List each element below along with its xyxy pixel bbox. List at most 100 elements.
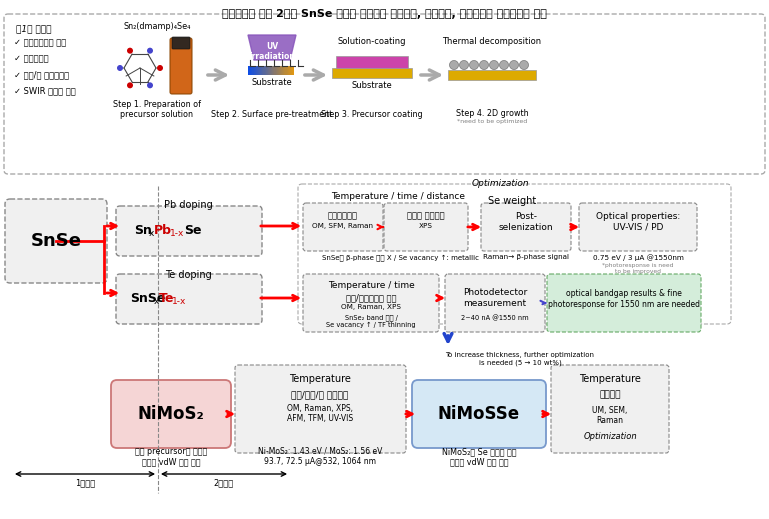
Text: *photoresponse is need
to be improved: *photoresponse is need to be improved (602, 263, 674, 274)
Bar (282, 66, 283, 75)
Text: OM, SFM, Raman: OM, SFM, Raman (312, 223, 374, 229)
Text: OM, Raman, XPS: OM, Raman, XPS (341, 304, 401, 310)
Text: Se: Se (184, 225, 201, 238)
FancyBboxPatch shape (4, 14, 765, 174)
FancyBboxPatch shape (116, 206, 262, 256)
Bar (261, 66, 262, 75)
Bar (288, 66, 290, 75)
Circle shape (510, 61, 518, 70)
Bar (285, 66, 287, 75)
Text: Optimization: Optimization (471, 179, 529, 188)
FancyBboxPatch shape (579, 203, 697, 251)
Text: Te: Te (159, 293, 175, 306)
Text: Step 1. Preparation of
precursor solution: Step 1. Preparation of precursor solutio… (113, 100, 201, 119)
Bar (264, 66, 265, 75)
Bar (281, 66, 282, 75)
Bar (287, 66, 288, 75)
Bar (268, 66, 269, 75)
Text: ＜1차 년도＞: ＜1차 년도＞ (16, 24, 52, 33)
Text: 2~40 nA @1550 nm: 2~40 nA @1550 nm (461, 315, 529, 321)
Bar (291, 66, 292, 75)
Text: 1차년도: 1차년도 (75, 478, 95, 487)
Circle shape (127, 83, 133, 88)
Text: NiMoS₂의 Se 도핑을 동한
사원계 vdW 소재 합성: NiMoS₂의 Se 도핑을 동한 사원계 vdW 소재 합성 (441, 447, 516, 467)
Text: ✓ 산화/열 안전성평가: ✓ 산화/열 안전성평가 (14, 70, 69, 79)
Text: SnSe: SnSe (31, 232, 82, 250)
Text: Step 4. 2D growth: Step 4. 2D growth (456, 109, 528, 118)
Text: Temperature: Temperature (289, 374, 351, 384)
Bar (250, 66, 251, 75)
Bar (267, 66, 268, 75)
Bar (448, 70, 536, 80)
FancyBboxPatch shape (551, 365, 669, 453)
FancyBboxPatch shape (5, 199, 107, 283)
Circle shape (147, 48, 153, 53)
Text: x: x (149, 229, 155, 239)
Text: Sn: Sn (134, 225, 151, 238)
Text: Optical properties:
UV-VIS / PD: Optical properties: UV-VIS / PD (596, 212, 680, 231)
Text: 구조/화학적특성 분석: 구조/화학적특성 분석 (346, 293, 396, 302)
FancyBboxPatch shape (412, 380, 546, 448)
Circle shape (157, 65, 163, 71)
Text: Pb doping: Pb doping (164, 200, 212, 210)
Bar (258, 66, 259, 75)
Text: OM, Raman, XPS,
AFM, TFM, UV-VIS: OM, Raman, XPS, AFM, TFM, UV-VIS (287, 404, 353, 424)
Text: 1-x: 1-x (170, 229, 185, 239)
Circle shape (470, 61, 478, 70)
Text: Temperature / time: Temperature / time (328, 281, 414, 290)
Text: Photodetector
measurement: Photodetector measurement (463, 288, 527, 308)
Text: ✓ SWIR 광특성 평가: ✓ SWIR 광특성 평가 (14, 86, 76, 95)
Text: Sn₂(dmamp)₄Se₄: Sn₂(dmamp)₄Se₄ (123, 22, 191, 31)
Text: Ni-MoS₂: 1.43 eV / MoS₂: 1.56 eV
93.7, 72.5 μA@532, 1064 nm: Ni-MoS₂: 1.43 eV / MoS₂: 1.56 eV 93.7, 7… (258, 447, 382, 467)
Bar (270, 66, 271, 75)
FancyBboxPatch shape (481, 203, 571, 251)
Text: Post-
selenization: Post- selenization (498, 212, 554, 231)
Text: ✓ 최적합성조건 수립: ✓ 최적합성조건 수립 (14, 38, 66, 47)
Bar (280, 66, 281, 75)
Bar (336, 56, 408, 68)
Text: *need to be optimized: *need to be optimized (457, 119, 527, 124)
Circle shape (520, 61, 528, 70)
Text: Optimization: Optimization (583, 432, 637, 441)
Text: ✓ 대면적합성: ✓ 대면적합성 (14, 54, 48, 63)
Bar (262, 66, 264, 75)
FancyBboxPatch shape (235, 365, 406, 453)
Text: UV
irradiation: UV irradiation (249, 42, 295, 61)
Bar (249, 66, 250, 75)
Bar (251, 66, 252, 75)
Polygon shape (248, 35, 296, 60)
Circle shape (147, 83, 153, 88)
Bar (256, 66, 257, 75)
Bar (257, 66, 258, 75)
FancyBboxPatch shape (547, 274, 701, 332)
FancyBboxPatch shape (303, 203, 383, 251)
Bar (252, 66, 254, 75)
Text: Temperature: Temperature (579, 374, 641, 384)
Text: 구조특성분석: 구조특성분석 (328, 211, 358, 220)
Bar (283, 66, 285, 75)
Text: UM, SEM,
Raman: UM, SEM, Raman (592, 406, 628, 426)
FancyBboxPatch shape (303, 274, 439, 332)
Text: Solution-coating: Solution-coating (338, 37, 406, 46)
Text: SnSe₂ band 감소 /
Se vacancy ↑ / TF thinning: SnSe₂ band 감소 / Se vacancy ↑ / TF thinni… (326, 314, 416, 328)
Text: Step 2. Surface pre-treatment: Step 2. Surface pre-treatment (211, 110, 333, 119)
Text: Substrate: Substrate (251, 78, 292, 87)
Bar (293, 66, 295, 75)
Bar (292, 66, 293, 75)
Bar (275, 66, 277, 75)
Text: NiMoS₂: NiMoS₂ (138, 405, 205, 423)
Text: Substrate: Substrate (351, 81, 392, 90)
Text: 구조/화학/광 특성분석: 구조/화학/광 특성분석 (291, 390, 348, 399)
Bar (290, 66, 291, 75)
Bar (269, 66, 270, 75)
Circle shape (460, 61, 468, 70)
Text: Raman→ β-phase signal: Raman→ β-phase signal (483, 254, 569, 260)
FancyBboxPatch shape (445, 274, 545, 332)
FancyBboxPatch shape (116, 274, 262, 324)
Text: SnSe: SnSe (130, 293, 165, 306)
Bar (265, 66, 267, 75)
Bar (248, 66, 249, 75)
Text: optical bandgap results & fine
photoresponse for 1550 nm are needed: optical bandgap results & fine photoresp… (548, 289, 700, 309)
Bar (260, 66, 261, 75)
Text: To increase thickness, further optimization
is needed (5 → 10 wt%): To increase thickness, further optimizat… (445, 352, 594, 365)
